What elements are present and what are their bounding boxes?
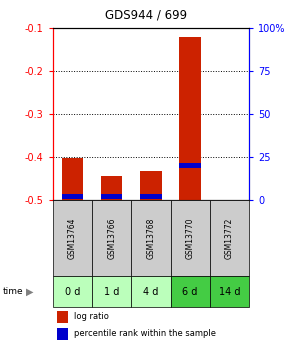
Text: GSM13772: GSM13772 xyxy=(225,217,234,259)
Bar xyxy=(57,328,69,340)
Bar xyxy=(53,200,92,276)
Text: 6 d: 6 d xyxy=(183,287,198,296)
Bar xyxy=(101,176,122,200)
Text: GSM13764: GSM13764 xyxy=(68,217,77,259)
Bar xyxy=(171,276,210,307)
Bar xyxy=(210,200,249,276)
Bar xyxy=(210,276,249,307)
Text: percentile rank within the sample: percentile rank within the sample xyxy=(74,329,216,338)
Bar xyxy=(179,163,201,168)
Bar xyxy=(101,194,122,199)
Bar xyxy=(57,310,69,323)
Bar xyxy=(140,171,162,200)
Text: 0 d: 0 d xyxy=(65,287,80,296)
Bar xyxy=(92,276,131,307)
Text: 1 d: 1 d xyxy=(104,287,119,296)
Bar xyxy=(62,194,83,199)
Bar xyxy=(131,200,171,276)
Text: 14 d: 14 d xyxy=(219,287,240,296)
Bar xyxy=(140,194,162,199)
Text: GSM13768: GSM13768 xyxy=(146,217,155,259)
Text: GSM13766: GSM13766 xyxy=(107,217,116,259)
Bar xyxy=(171,200,210,276)
Text: GSM13770: GSM13770 xyxy=(186,217,195,259)
Bar xyxy=(92,200,131,276)
Bar xyxy=(179,37,201,200)
Text: log ratio: log ratio xyxy=(74,312,109,321)
Text: 4 d: 4 d xyxy=(143,287,159,296)
Bar xyxy=(62,158,83,200)
Bar xyxy=(53,276,92,307)
Text: ▶: ▶ xyxy=(25,287,33,296)
Text: time: time xyxy=(3,287,23,296)
Bar xyxy=(131,276,171,307)
Text: GDS944 / 699: GDS944 / 699 xyxy=(105,9,188,22)
